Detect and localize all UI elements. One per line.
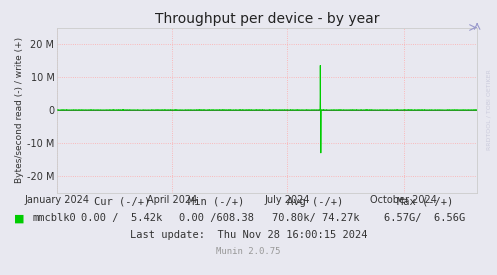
Text: 6.57G/  6.56G: 6.57G/ 6.56G <box>384 213 466 223</box>
Text: Min (-/+): Min (-/+) <box>188 197 245 207</box>
Text: Last update:  Thu Nov 28 16:00:15 2024: Last update: Thu Nov 28 16:00:15 2024 <box>130 230 367 240</box>
Title: Throughput per device - by year: Throughput per device - by year <box>155 12 379 26</box>
Text: Cur (-/+): Cur (-/+) <box>93 197 150 207</box>
Text: Max (-/+): Max (-/+) <box>397 197 453 207</box>
Y-axis label: Bytes/second read (-) / write (+): Bytes/second read (-) / write (+) <box>15 37 24 183</box>
Text: 0.00 /  5.42k: 0.00 / 5.42k <box>81 213 163 223</box>
Text: Munin 2.0.75: Munin 2.0.75 <box>216 248 281 256</box>
Text: RRDTOOL / TOBI OETIKER: RRDTOOL / TOBI OETIKER <box>486 70 491 150</box>
Text: ■: ■ <box>14 213 24 223</box>
Text: Avg (-/+): Avg (-/+) <box>287 197 344 207</box>
Text: 70.80k/ 74.27k: 70.80k/ 74.27k <box>272 213 359 223</box>
Text: 0.00 /608.38: 0.00 /608.38 <box>179 213 253 223</box>
Text: mmcblk0: mmcblk0 <box>32 213 76 223</box>
